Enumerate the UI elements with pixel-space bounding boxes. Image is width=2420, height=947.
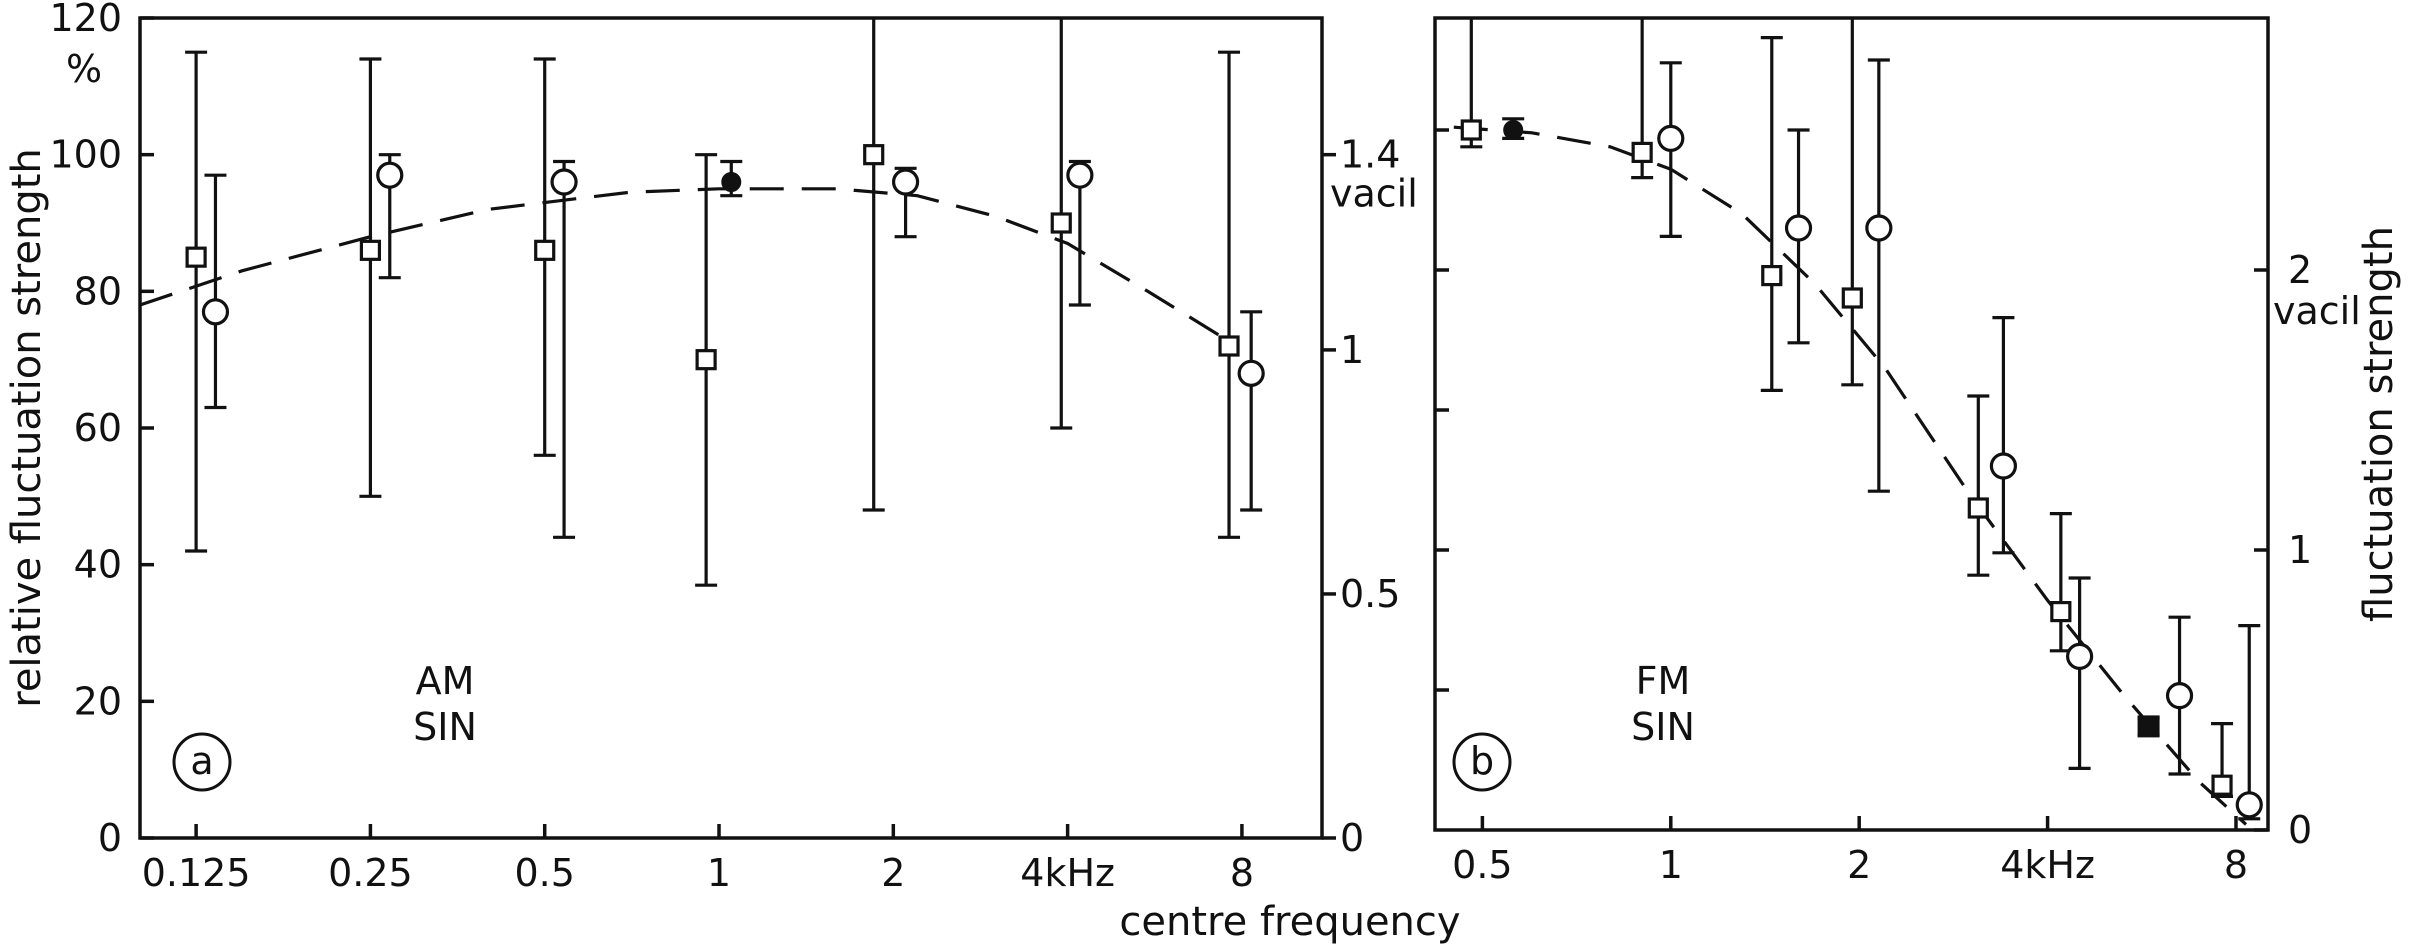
y-tick-label: 0	[2288, 808, 2312, 852]
right-y-tick-label: 1.4	[1340, 133, 1400, 177]
square-marker	[1460, 119, 1482, 141]
x-tick-label: 1	[707, 851, 731, 895]
filled-circle-marker	[1503, 120, 1524, 140]
panel-label: a	[190, 739, 213, 783]
x-tick-label: 1	[1659, 843, 1683, 887]
square-marker	[359, 239, 382, 261]
plot-frame	[138, 16, 1324, 840]
y-unit-label: vacil	[2273, 289, 2361, 333]
panel-a-chart: 0.125 0.25 0.5 1 2 4kHz 8020406080100120%relat…	[4, 0, 1418, 895]
circle-marker	[201, 298, 230, 326]
annotation-line-2: SIN	[413, 705, 477, 749]
y-axis-label: relative fluctuation strength	[4, 148, 50, 708]
right-y-tick-label: 0.5	[1340, 572, 1400, 616]
y-unit-label: %	[66, 47, 102, 91]
circle-marker	[891, 168, 920, 196]
filled-square-marker	[2137, 715, 2160, 738]
square-marker	[534, 239, 556, 261]
y-tick-label: 120	[49, 0, 122, 40]
right-y-unit-label: vacil	[1330, 172, 1418, 216]
circle-marker	[2066, 642, 2094, 671]
x-tick-label: 2	[881, 851, 905, 895]
y-tick-label: 2	[2288, 248, 2312, 292]
square-marker	[1050, 212, 1072, 234]
x-tick-label: 0.125	[142, 851, 251, 895]
y-tick-label: 100	[49, 133, 122, 177]
square-marker	[1631, 141, 1653, 163]
annotation-line-1: FM	[1636, 659, 1691, 703]
square-marker	[1761, 265, 1783, 287]
circle-marker	[1657, 124, 1685, 152]
annotation-line-1: AM	[416, 659, 475, 703]
x-tick-label: 4kHz	[2000, 843, 2095, 887]
square-marker	[1218, 335, 1240, 357]
x-tick-label: 0.25	[328, 851, 413, 895]
circle-marker	[2235, 791, 2263, 819]
panel-label-circle	[172, 732, 232, 792]
x-tick-label: 0.5	[514, 851, 574, 895]
x-tick-label: 8	[2224, 843, 2248, 887]
panel-label-circle	[1452, 732, 1512, 792]
fit-curve	[1453, 125, 2248, 826]
panel-label: b	[1470, 739, 1494, 783]
circle-marker	[376, 161, 404, 189]
square-marker	[863, 144, 885, 166]
y-tick-label: 60	[74, 406, 122, 450]
y-tick-label: 1	[2288, 528, 2312, 572]
x-axis-label: centre frequency	[1119, 899, 1460, 945]
x-tick-label: 2	[1847, 843, 1871, 887]
x-tick-label: 4kHz	[1020, 851, 1115, 895]
circle-marker	[1237, 359, 1265, 387]
circle-marker	[1784, 214, 1813, 242]
square-marker	[2211, 774, 2233, 796]
x-tick-label: 8	[1230, 851, 1254, 895]
circle-marker	[1989, 452, 2018, 480]
x-tick-label: 0.5	[1452, 843, 1512, 887]
circle-marker	[550, 168, 578, 196]
y-tick-label: 0	[98, 816, 122, 860]
square-marker	[1967, 497, 1989, 519]
annotation-line-2: SIN	[1631, 705, 1695, 749]
y-tick-label: 40	[74, 543, 122, 587]
square-marker	[695, 349, 717, 371]
right-y-tick-label: 1	[1340, 328, 1364, 372]
y-tick-label: 80	[74, 269, 122, 313]
right-y-tick-label: 0	[1340, 816, 1364, 860]
square-marker	[2050, 600, 2072, 623]
filled-circle-marker	[721, 172, 742, 192]
circle-marker	[1066, 161, 1094, 189]
circle-marker	[2165, 681, 2194, 710]
square-marker	[1841, 287, 1863, 309]
y-axis-label: fluctuation strength	[2356, 226, 2402, 622]
circle-marker	[1865, 214, 1893, 242]
y-tick-label: 20	[74, 679, 122, 723]
square-marker	[185, 246, 207, 268]
